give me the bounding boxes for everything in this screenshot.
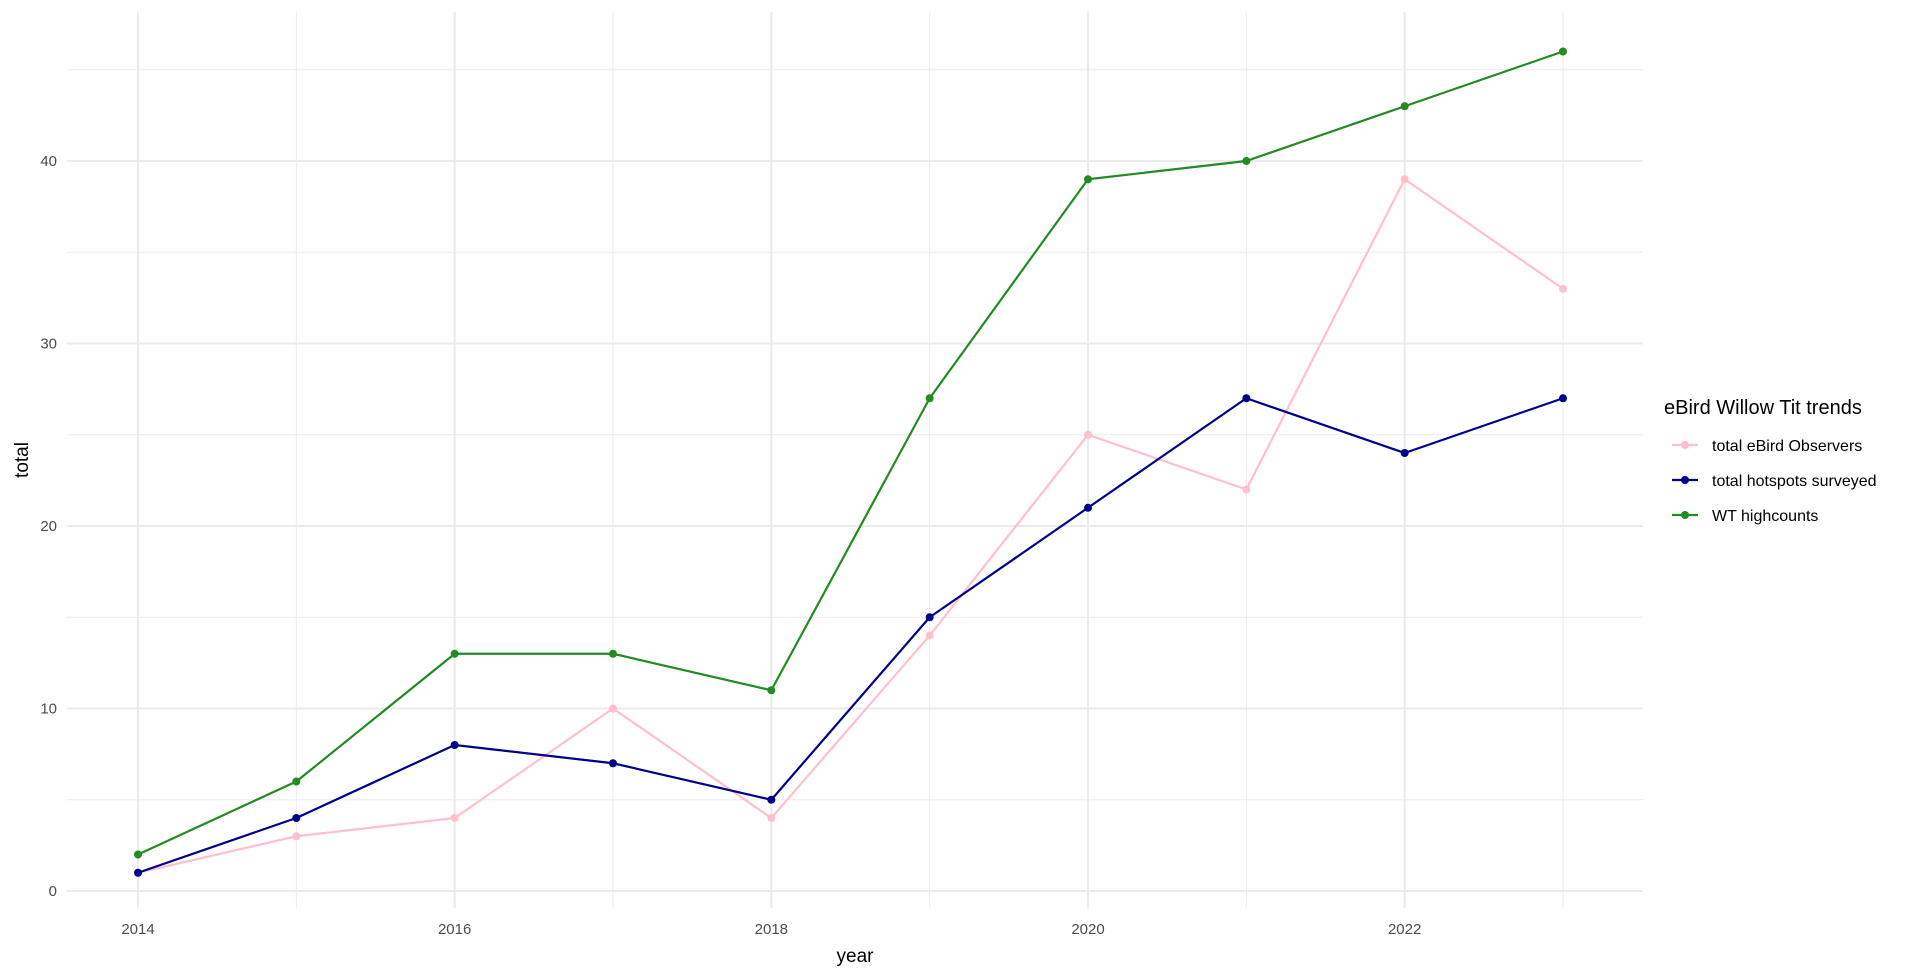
data-point [1400,102,1409,111]
data-point [450,814,459,822]
x-tick-label: 2016 [438,921,471,938]
x-tick-label: 2022 [1388,921,1421,938]
data-point [134,868,142,877]
x-tick-label: 2018 [755,921,788,938]
data-point [609,704,617,713]
series-line [137,397,1564,874]
series-total-hotspots-surveyed [134,394,1567,877]
y-tick-label: 10 [40,701,57,718]
data-point [1559,284,1567,293]
data-point [1400,449,1409,457]
data-point [1242,157,1251,165]
y-tick-label: 40 [40,153,57,170]
legend-item: total hotspots surveyed [1672,473,1877,490]
x-tick-label: 2014 [121,921,154,938]
legend-item: WT highcounts [1672,508,1818,525]
x-tick-label: 2020 [1071,921,1104,938]
data-point [292,814,301,822]
data-point [450,649,459,658]
minor-gridlines [67,12,1643,908]
series-line [137,50,1564,856]
x-axis-title: year [837,946,875,967]
data-point [1559,47,1567,56]
data-point [767,814,776,822]
major-gridlines [67,12,1643,908]
data-point [292,777,301,786]
legend-label: total hotspots surveyed [1712,473,1877,490]
y-tick-label: 20 [40,518,57,535]
data-point [450,741,459,749]
data-point [767,686,776,695]
legend-label: WT highcounts [1712,508,1818,525]
legend-label: total eBird Observers [1712,438,1862,455]
data-point [1242,485,1251,494]
y-tick-label: 0 [49,883,57,900]
data-point [292,832,301,841]
legend-item: total eBird Observers [1672,438,1862,455]
data-point [134,850,142,859]
data-point [1084,430,1092,439]
data-point [925,613,934,622]
legend-key-point [1681,511,1689,519]
data-point [925,394,934,403]
legend-title: eBird Willow Tit trends [1664,397,1862,419]
data-point [1559,394,1567,403]
series-line [137,178,1564,874]
data-point [767,795,776,804]
legend-key-point [1681,476,1689,484]
data-point [609,759,617,768]
data-point [1400,175,1409,184]
data-point [609,649,617,658]
legend-key-point [1681,441,1689,449]
legend: eBird Willow Tit trends total eBird Obse… [1664,397,1877,525]
x-axis-tick-labels: 2014 2016 2018 2020 2022 [121,921,1421,938]
series-lines [134,47,1567,877]
data-point [1084,503,1092,512]
data-point [1242,394,1251,403]
y-axis-tick-labels: 0 10 20 30 40 [40,153,57,900]
data-point [1084,175,1092,184]
series-wt-highcounts [134,47,1567,859]
data-point [925,631,934,640]
y-axis-title: total [12,442,33,478]
y-tick-label: 30 [40,336,57,353]
